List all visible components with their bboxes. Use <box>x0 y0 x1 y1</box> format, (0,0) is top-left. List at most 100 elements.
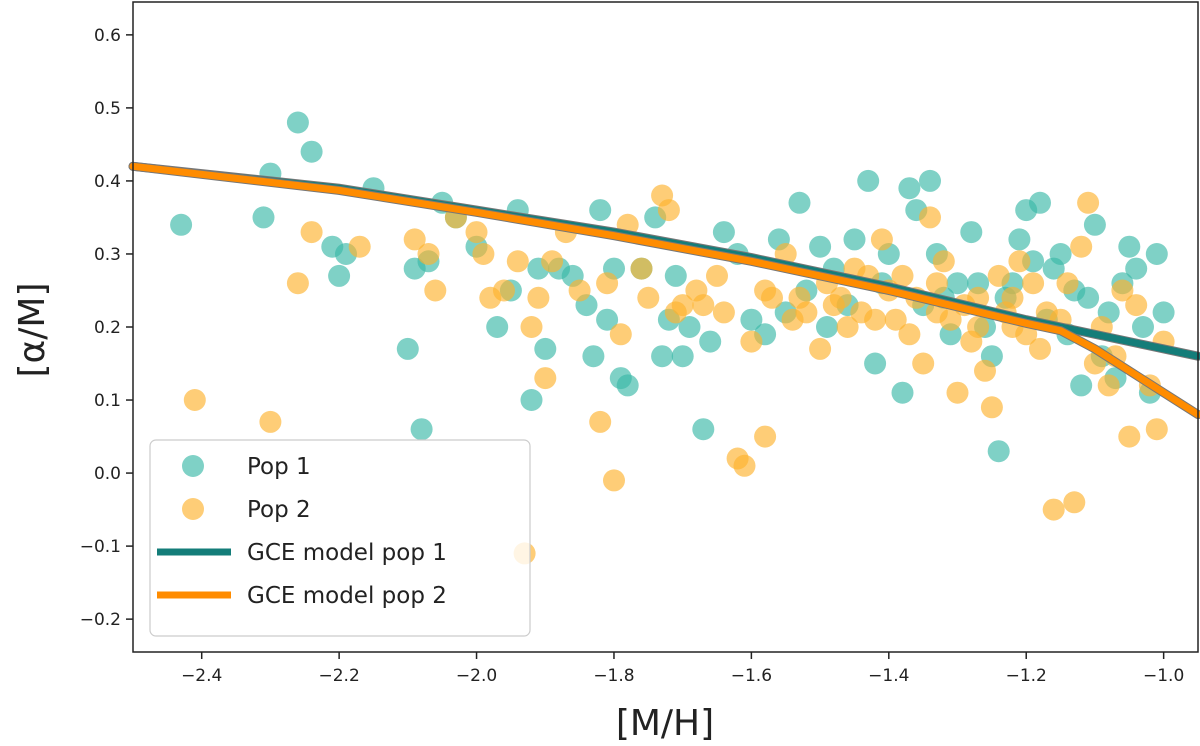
data-point-s1-30 <box>616 374 639 397</box>
legend-label-4: GCE model pop 2 <box>247 583 447 609</box>
y-tick-label: 0.5 <box>94 99 121 119</box>
data-point-s1-66 <box>960 221 983 244</box>
data-point-s2-5 <box>403 228 426 251</box>
data-point-s2-21 <box>589 410 612 433</box>
data-point-s2-35 <box>733 454 756 477</box>
data-point-s2-74 <box>1042 498 1065 521</box>
data-point-s2-93 <box>967 316 990 338</box>
data-point-s2-66 <box>987 264 1010 287</box>
data-point-s2-69 <box>1008 250 1031 273</box>
series-line-4 <box>129 162 1200 419</box>
data-point-s1-70 <box>987 440 1010 463</box>
data-point-s2-32 <box>706 264 728 287</box>
data-point-s2-9 <box>465 221 488 244</box>
data-point-s2-23 <box>603 469 625 492</box>
y-tick-label: 0.4 <box>94 172 121 192</box>
data-point-s2-1 <box>259 410 282 433</box>
data-point-s2-2 <box>286 272 309 295</box>
data-point-s2-85 <box>1118 425 1141 448</box>
data-point-s1-46 <box>788 191 811 214</box>
data-point-s1-82 <box>1070 374 1093 397</box>
data-point-s2-64 <box>974 359 996 382</box>
data-point-s2-68 <box>1001 286 1024 309</box>
data-point-s2-71 <box>1022 272 1045 295</box>
data-point-s1-42 <box>740 308 763 331</box>
data-point-s1-6 <box>328 264 351 287</box>
data-point-s2-45 <box>836 316 859 338</box>
data-point-s1-11 <box>410 418 433 441</box>
x-tick-label: −2.0 <box>456 666 497 686</box>
data-point-s1-1 <box>252 206 275 229</box>
data-point-s1-52 <box>843 228 866 251</box>
x-tick-label: −1.8 <box>593 666 634 686</box>
model-lines <box>128 161 1200 420</box>
data-point-s1-9 <box>396 337 419 360</box>
data-point-s1-89 <box>1118 235 1141 258</box>
data-point-s1-33 <box>651 345 674 368</box>
data-point-s2-37 <box>754 425 777 448</box>
data-point-s1-27 <box>596 308 619 331</box>
data-point-s2-78 <box>1070 235 1093 258</box>
data-point-s1-35 <box>664 264 687 287</box>
data-point-s2-91 <box>788 286 811 309</box>
data-point-s2-10 <box>472 243 495 265</box>
legend-label-1: Pop 1 <box>247 454 311 480</box>
data-point-s2-22 <box>596 272 619 295</box>
data-point-s2-27 <box>637 286 660 309</box>
legend-box <box>149 439 531 637</box>
data-point-s2-72 <box>1029 337 1051 360</box>
data-point-s2-86 <box>1125 294 1148 317</box>
data-point-s2-98 <box>664 301 687 324</box>
x-axis-label: [M/H] <box>616 703 714 744</box>
data-point-s2-80 <box>1083 352 1106 375</box>
x-tick-label: −1.4 <box>868 666 909 686</box>
data-point-s1-49 <box>816 316 838 338</box>
legend-marker-1 <box>182 455 204 477</box>
legend-marker-2 <box>182 498 204 520</box>
data-point-s1-39 <box>699 330 722 353</box>
data-point-s2-36 <box>740 330 763 353</box>
data-point-s2-76 <box>1056 272 1079 295</box>
data-point-s2-97 <box>692 294 715 317</box>
data-point-s1-58 <box>898 177 921 200</box>
data-point-s2-26 <box>630 257 653 280</box>
data-point-s1-61 <box>919 169 941 192</box>
data-point-s2-88 <box>1145 418 1168 441</box>
data-point-s2-16 <box>527 286 550 309</box>
data-point-s2-13 <box>506 250 529 273</box>
data-point-s2-60 <box>946 381 969 404</box>
x-tick-label: −1.0 <box>1143 666 1184 686</box>
data-point-s2-92 <box>864 308 887 331</box>
data-point-s2-0 <box>183 389 206 411</box>
data-point-s2-90 <box>822 294 845 317</box>
y-tick-label: −0.2 <box>80 610 121 630</box>
data-point-s1-0 <box>170 213 193 236</box>
legend-label-2: Pop 2 <box>247 497 311 523</box>
x-axis: −2.4 −2.2 −2.0 −1.8 −1.6 −1.4 −1.2 −1.0 <box>181 652 1184 686</box>
data-point-s1-90 <box>1125 257 1148 280</box>
x-tick-label: −1.2 <box>1006 666 1047 686</box>
data-point-s2-84 <box>1111 279 1134 302</box>
y-tick-label: 0.6 <box>94 26 121 46</box>
legend: Pop 1 Pop 2 GCE model pop 1 GCE model pop 2 <box>149 439 531 637</box>
data-point-s1-25 <box>582 345 605 368</box>
data-point-s1-21 <box>534 337 557 360</box>
data-point-s2-55 <box>912 352 935 375</box>
data-point-s1-76 <box>1029 191 1051 214</box>
data-point-s2-4 <box>348 235 371 258</box>
data-point-s2-29 <box>657 199 680 222</box>
data-point-s1-40 <box>712 221 735 244</box>
x-tick-label: −2.4 <box>181 666 222 686</box>
data-point-s1-4 <box>300 140 323 163</box>
data-point-s2-42 <box>809 337 832 360</box>
data-point-s1-36 <box>671 345 694 368</box>
data-point-s1-94 <box>1152 301 1175 324</box>
data-point-s2-65 <box>980 396 1003 419</box>
data-point-s1-37 <box>678 316 701 338</box>
data-point-s1-57 <box>891 381 914 404</box>
data-point-s2-18 <box>541 250 564 273</box>
data-point-s1-93 <box>1145 243 1168 265</box>
data-point-s2-96 <box>754 279 777 302</box>
data-point-s2-17 <box>534 367 557 390</box>
